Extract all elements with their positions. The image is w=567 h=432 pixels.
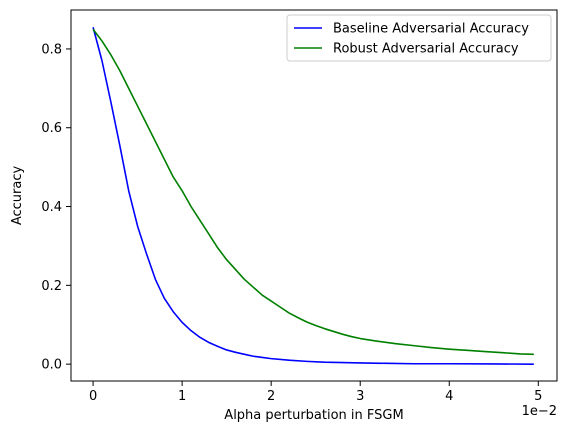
y-axis-ticks: 0.0 0.2 0.4 0.6 0.8	[41, 42, 71, 373]
legend-label-1: Robust Adversarial Accuracy	[333, 42, 519, 57]
legend-label-0: Baseline Adversarial Accuracy	[333, 22, 529, 37]
x-tick-label: 3	[356, 389, 364, 404]
y-axis-label: Accuracy	[10, 166, 25, 226]
y-tick-label: 0.2	[41, 279, 62, 294]
x-axis-ticks: 0 1 2 3 4 5	[89, 381, 542, 404]
y-tick-label: 0.4	[41, 200, 62, 215]
legend-box	[286, 14, 552, 62]
x-axis-offset-label: 1e−2	[522, 404, 557, 419]
x-tick-label: 1	[178, 389, 186, 404]
y-tick-label: 0.0	[41, 358, 62, 373]
axes-frame	[70, 9, 558, 382]
legend: Baseline Adversarial Accuracy Robust Adve…	[286, 14, 552, 62]
series-line-0	[92, 27, 534, 365]
y-tick-label: 0.8	[41, 42, 62, 57]
x-tick-label: 2	[267, 389, 275, 404]
x-axis-label: Alpha perturbation in FSGM	[224, 408, 403, 423]
y-tick-label: 0.6	[41, 121, 62, 136]
plot-area	[92, 27, 534, 365]
series-line-1	[92, 28, 534, 356]
x-tick-label: 5	[534, 389, 542, 404]
x-tick-label: 0	[89, 389, 97, 404]
x-tick-label: 4	[445, 389, 453, 404]
